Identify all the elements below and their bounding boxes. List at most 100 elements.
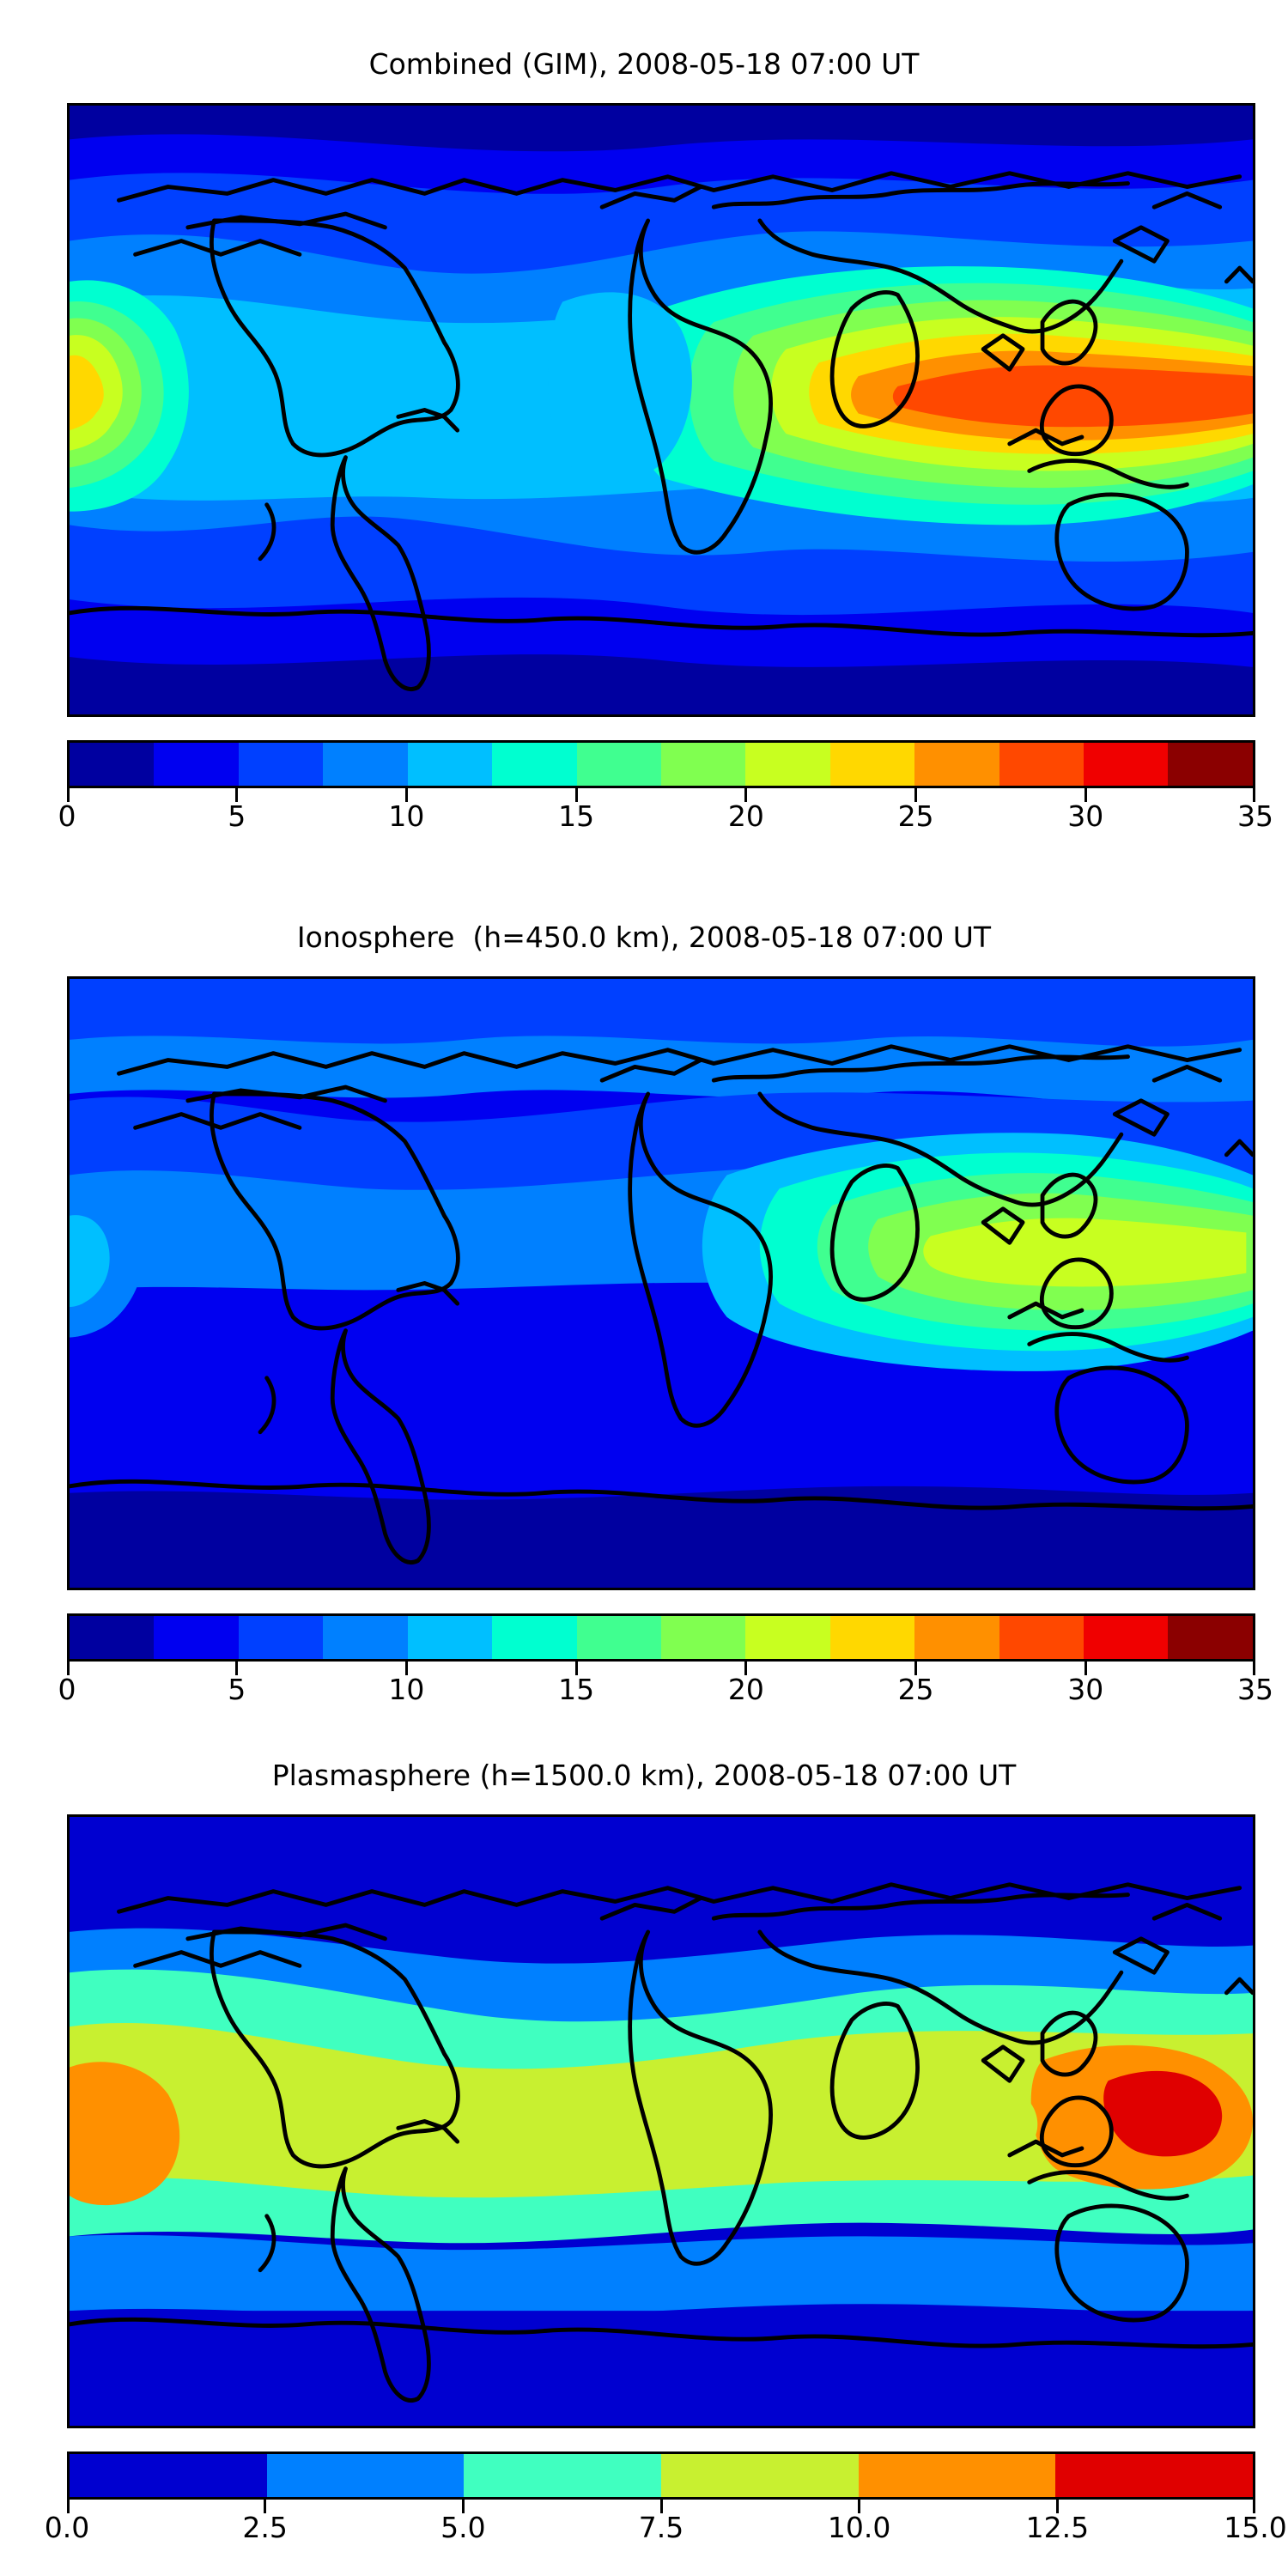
colorbar-tick-label: 30 [1067,799,1104,833]
contour-bands-plasmasphere [70,1817,1253,2426]
colorbar-tick [404,788,408,802]
colorbar-tick-label: 20 [727,799,764,833]
colorbar-band [154,743,239,786]
colorbar-tick-label: 15 [558,799,595,833]
colorbar-band [576,1616,661,1659]
colorbar-combined-labels: 0 5 10 15 20 25 30 35 [0,799,1288,838]
panel-plasmasphere-title: Plasmasphere (h=1500.0 km), 2008-05-18 0… [271,1759,1017,1792]
colorbar-tick-label: 20 [727,1673,764,1706]
colorbar-tick-label: 10 [388,1673,425,1706]
colorbar-band [914,1616,999,1659]
colorbar-band [1084,743,1169,786]
contour-field-combined [70,106,1253,714]
colorbar-tick [914,788,918,802]
colorbar-plasmasphere [67,2451,1255,2500]
colorbar-tick-label: 25 [897,799,934,833]
colorbar-tick [1084,788,1087,802]
colorbar-band [407,1616,493,1659]
colorbar-band [238,1616,324,1659]
colorbar-tick-label: 7.5 [638,2511,684,2544]
colorbar-tick [1084,1662,1087,1675]
panel-plasmasphere-map [67,1814,1255,2428]
colorbar-tick [67,788,70,802]
colorbar-band [858,2454,1056,2497]
contour-bands-combined [70,106,1253,714]
colorbar-tick-label: 5 [228,1673,246,1706]
colorbar-tick-label: 12.5 [1025,2511,1090,2544]
colorbar-band [576,743,661,786]
colorbar-band [323,1616,408,1659]
colorbar-tick-label: 2.5 [242,2511,288,2544]
map-canvas-combined [70,106,1253,714]
colorbar-band [407,743,493,786]
colorbar-band [70,1616,155,1659]
colorbar-band [661,2454,859,2497]
colorbar-tick [404,1662,408,1675]
colorbar-band [660,743,746,786]
coastlines [70,171,1253,691]
colorbar-tick-label: 15 [558,1673,595,1706]
colorbar-band [829,1616,915,1659]
map-canvas-plasmasphere [70,1817,1253,2426]
colorbar-tick-label: 0 [58,1673,76,1706]
colorbar-band [829,743,915,786]
colorbar-tick-label: 10.0 [827,2511,891,2544]
colorbar-tick [235,788,239,802]
panel-ionosphere-title: Ionosphere (h=450.0 km), 2008-05-18 07:0… [296,920,992,954]
colorbar-tick [264,2500,267,2513]
coastlines [70,1882,1253,2403]
colorbar-band [999,1616,1084,1659]
colorbar-tick [1253,2500,1255,2513]
colorbar-tick [461,2500,465,2513]
colorbar-tick [659,2500,663,2513]
colorbar-ionosphere-ticks [67,1662,1255,1677]
colorbar-tick-label: 25 [897,1673,934,1706]
colorbar-combined [67,740,1255,788]
colorbar-tick-label: 15.0 [1224,2511,1287,2544]
colorbar-band [238,743,324,786]
colorbar-tick [235,1662,239,1675]
colorbar-tick [1253,1662,1255,1675]
colorbar-plasmasphere-labels: 0.0 2.5 5.0 7.5 10.0 12.5 15.0 [0,2510,1288,2549]
coastlines [70,1044,1253,1564]
colorbar-band [464,2454,662,2497]
colorbar-band [914,743,999,786]
colorbar-band [70,743,155,786]
colorbar-band [1168,743,1253,786]
colorbar-tick-label: 10 [388,799,425,833]
panel-ionosphere-map [67,976,1255,1590]
panel-combined-title: Combined (GIM), 2008-05-18 07:00 UT [368,47,920,81]
colorbar-ionosphere-labels: 0 5 10 15 20 25 30 35 [0,1672,1288,1711]
colorbar-tick [744,1662,748,1675]
colorbar-tick [574,788,578,802]
colorbar-band [999,743,1084,786]
colorbar-band [323,743,408,786]
colorbar-tick-label: 0.0 [44,2511,90,2544]
colorbar-tick-label: 5 [228,799,246,833]
colorbar-tick [744,788,748,802]
colorbar-band [70,2454,267,2497]
colorbar-tick [1055,2500,1059,2513]
colorbar-band [745,743,830,786]
colorbar-tick [67,1662,70,1675]
colorbar-tick [67,2500,70,2513]
contour-field-plasmasphere [70,1817,1253,2426]
colorbar-band [154,1616,239,1659]
colorbar-combined-ticks [67,788,1255,804]
colorbar-tick-label: 5.0 [440,2511,486,2544]
contour-field-ionosphere [70,979,1253,1588]
colorbar-tick-label: 30 [1067,1673,1104,1706]
colorbar-tick-label: 0 [58,799,76,833]
colorbar-band [1084,1616,1169,1659]
colorbar-band [745,1616,830,1659]
colorbar-band [1055,2454,1254,2497]
colorbar-tick-label: 35 [1237,799,1273,833]
colorbar-ionosphere [67,1613,1255,1662]
colorbar-tick [858,2500,861,2513]
colorbar-band [492,743,577,786]
colorbar-tick [574,1662,578,1675]
map-canvas-ionosphere [70,979,1253,1588]
contour-bands-ionosphere [70,979,1253,1588]
colorbar-plasmasphere-ticks [67,2500,1255,2515]
